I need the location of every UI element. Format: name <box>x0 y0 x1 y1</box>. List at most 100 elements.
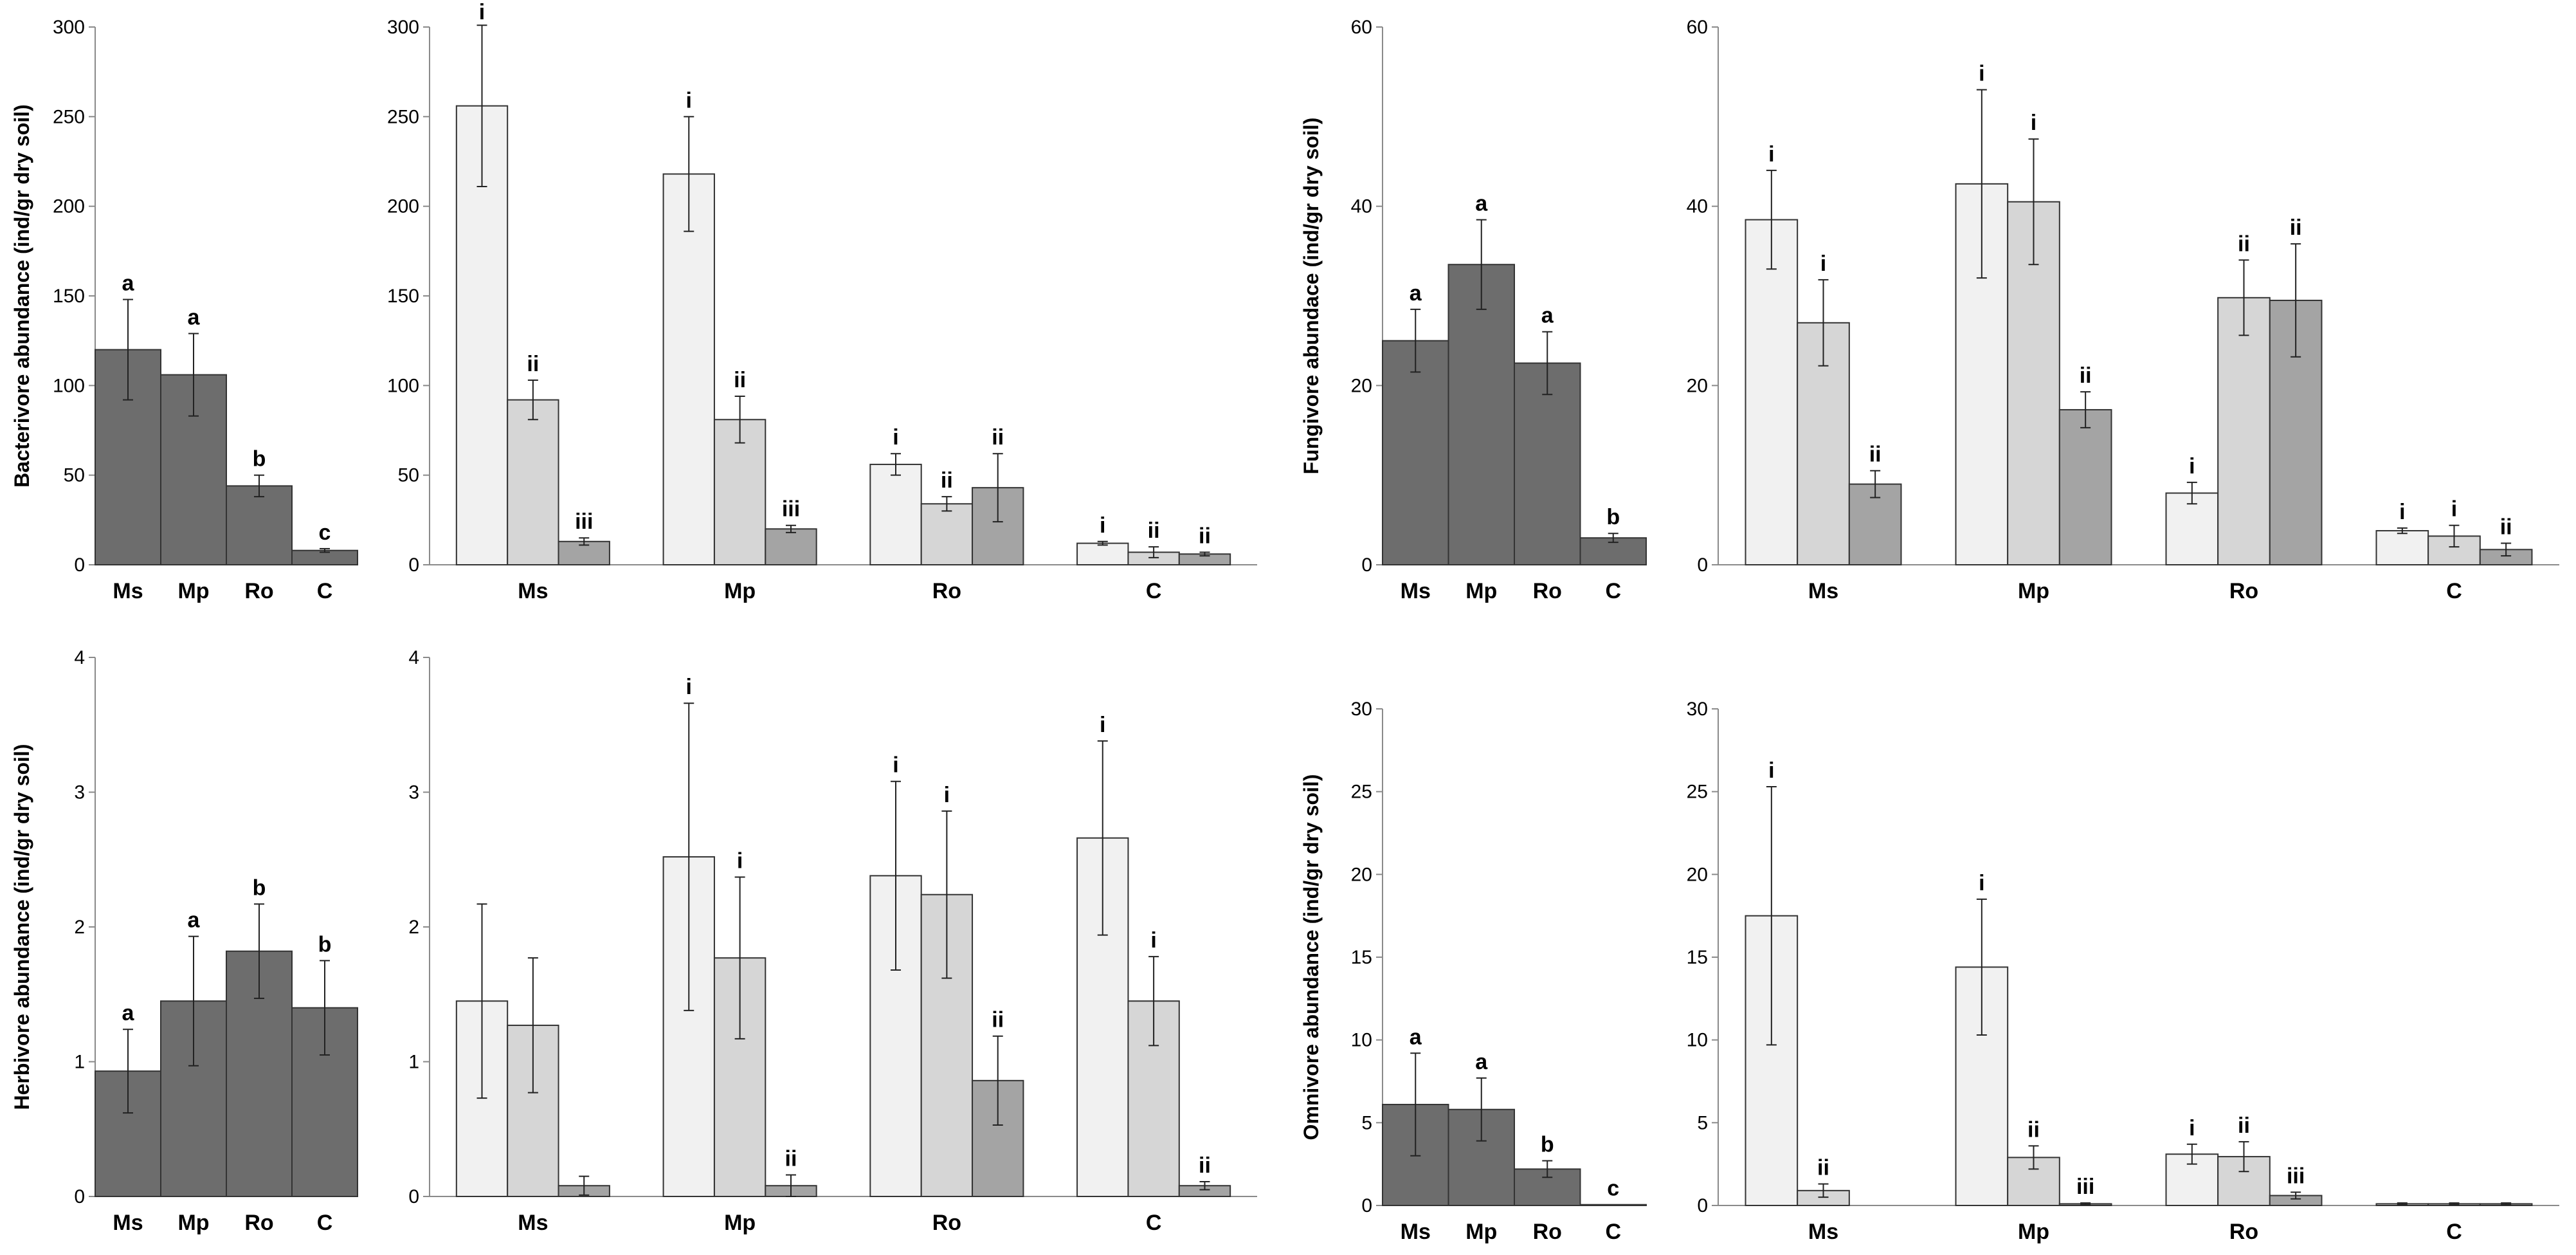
significance-label: b <box>253 447 266 472</box>
y-tick-label: 0 <box>74 1186 85 1207</box>
x-category-label: Ms <box>113 579 143 603</box>
y-tick-label: 20 <box>1687 864 1708 885</box>
significance-label: i <box>1150 928 1156 953</box>
y-tick-label: 250 <box>387 106 419 127</box>
x-category-label: C <box>2446 1220 2462 1244</box>
x-category-label: Ro <box>2229 1220 2258 1244</box>
y-tick-label: 50 <box>64 465 85 486</box>
significance-label: a <box>1410 281 1422 306</box>
significance-label: ii <box>992 1008 1004 1032</box>
y-tick-label: 3 <box>408 782 419 803</box>
x-category-label: Ro <box>2229 579 2258 603</box>
significance-label: b <box>318 932 332 957</box>
x-category-label: Ms <box>1401 579 1431 603</box>
significance-label: i <box>893 753 898 778</box>
bar-fungivore-total-Ro-total <box>1514 362 1581 565</box>
y-axis-title: Fungivore abundace (ind/gr dry soil) <box>1300 118 1323 475</box>
y-axis-title: Bacterivore abundance (ind/gr dry soil) <box>10 104 33 488</box>
x-category-label: C <box>317 579 333 603</box>
y-tick-label: 200 <box>387 196 419 217</box>
x-category-label: Mp <box>724 1211 756 1235</box>
significance-label: i <box>2399 500 2405 524</box>
bar-bacterivore-grouped-Mp-s3 <box>765 528 817 565</box>
x-category-label: Mp <box>177 579 209 603</box>
y-tick-label: 10 <box>1351 1030 1372 1051</box>
x-category-label: Mp <box>2018 579 2049 603</box>
bar-fungivore-grouped-Ms-s1 <box>1745 219 1799 566</box>
significance-label: a <box>1410 1025 1422 1049</box>
significance-label: ii <box>992 425 1004 450</box>
x-category-label: Ms <box>518 1211 548 1235</box>
bar-bacterivore-grouped-Mp-s2 <box>713 419 766 566</box>
bacterivore-total-panel: 0 50 100 150 200 250 300 Bacterivore abundance … <box>10 17 358 603</box>
y-tick-label: 200 <box>53 196 85 217</box>
significance-label: ii <box>2238 1113 2250 1138</box>
y-tick-label: 4 <box>74 647 85 668</box>
y-tick-label: 40 <box>1351 196 1372 217</box>
y-tick-label: 150 <box>387 286 419 307</box>
herbivore-total-panel: 0 1 2 3 4 Herbivore abundance (ind/gr dry soi… <box>10 647 358 1235</box>
omnivore-total-panel: 0 5 10 15 20 25 30 Omnivore abundance (ind/gr d… <box>1300 699 1647 1244</box>
bar-herbivore-total-Mp-total <box>160 1000 227 1197</box>
y-tick-label: 5 <box>1361 1112 1372 1133</box>
x-category-label: Ms <box>113 1211 143 1235</box>
y-tick-label: 2 <box>74 917 85 938</box>
y-tick-label: 20 <box>1351 864 1372 885</box>
y-tick-label: 0 <box>1361 1195 1372 1216</box>
significance-label: ii <box>2290 215 2302 240</box>
significance-label: ii <box>2500 515 2512 540</box>
significance-label: ii <box>1148 518 1160 543</box>
bar-fungivore-total-Mp-total <box>1447 264 1515 565</box>
significance-label: i <box>1100 713 1105 737</box>
significance-label: i <box>737 848 743 873</box>
y-tick-label: 0 <box>1697 554 1708 576</box>
x-category-label: Mp <box>1465 1220 1497 1244</box>
x-category-label: Ms <box>1808 579 1838 603</box>
x-category-label: Ro <box>932 1211 961 1235</box>
significance-label: a <box>1541 304 1554 328</box>
significance-label: ii <box>785 1146 797 1171</box>
significance-label: a <box>122 271 135 296</box>
y-tick-label: 20 <box>1687 375 1708 396</box>
significance-label: ii <box>734 368 746 392</box>
y-tick-label: 50 <box>398 465 419 486</box>
bar-fungivore-total-Ms-total <box>1382 340 1449 566</box>
y-tick-label: 30 <box>1687 699 1708 720</box>
y-axis-title: Herbivore abundance (ind/gr dry soil) <box>10 744 33 1110</box>
y-tick-label: 20 <box>1351 375 1372 396</box>
x-category-label: Ro <box>1533 1220 1562 1244</box>
significance-label: a <box>188 908 201 933</box>
significance-label: i <box>2189 454 2195 479</box>
x-category-label: Ro <box>932 579 961 603</box>
fungivore-total-panel: 0 20 40 60 Fungivore abundace (ind/gr dry so… <box>1300 17 1647 603</box>
significance-label: ii <box>1869 443 1882 467</box>
bar-fungivore-grouped-C-s1 <box>2375 530 2429 566</box>
x-category-label: Ms <box>518 579 548 603</box>
significance-label: ii <box>527 352 539 376</box>
y-tick-label: 60 <box>1687 17 1708 38</box>
y-tick-label: 4 <box>408 647 419 668</box>
significance-label: iii <box>2076 1175 2094 1199</box>
bar-bacterivore-grouped-C-s1 <box>1076 542 1129 565</box>
y-tick-label: 25 <box>1687 782 1708 803</box>
significance-label: a <box>122 1001 135 1025</box>
significance-label: ii <box>1817 1156 1829 1180</box>
x-category-label: C <box>317 1211 333 1235</box>
bar-bacterivore-grouped-Ms-s2 <box>507 399 559 565</box>
y-tick-label: 1 <box>74 1052 85 1073</box>
significance-label: b <box>253 875 266 900</box>
bar-fungivore-grouped-Ro-s1 <box>2165 492 2219 565</box>
x-category-label: Mp <box>724 579 756 603</box>
significance-label: b <box>1606 505 1620 529</box>
y-tick-label: 40 <box>1687 196 1708 217</box>
significance-label: a <box>1475 192 1488 216</box>
bar-fungivore-grouped-Ro-s2 <box>2217 297 2271 565</box>
significance-label: i <box>2189 1116 2195 1140</box>
x-category-label: Ro <box>1533 579 1562 603</box>
significance-label: ii <box>2027 1117 2040 1142</box>
significance-label: a <box>1475 1050 1488 1074</box>
significance-label: c <box>319 520 331 545</box>
